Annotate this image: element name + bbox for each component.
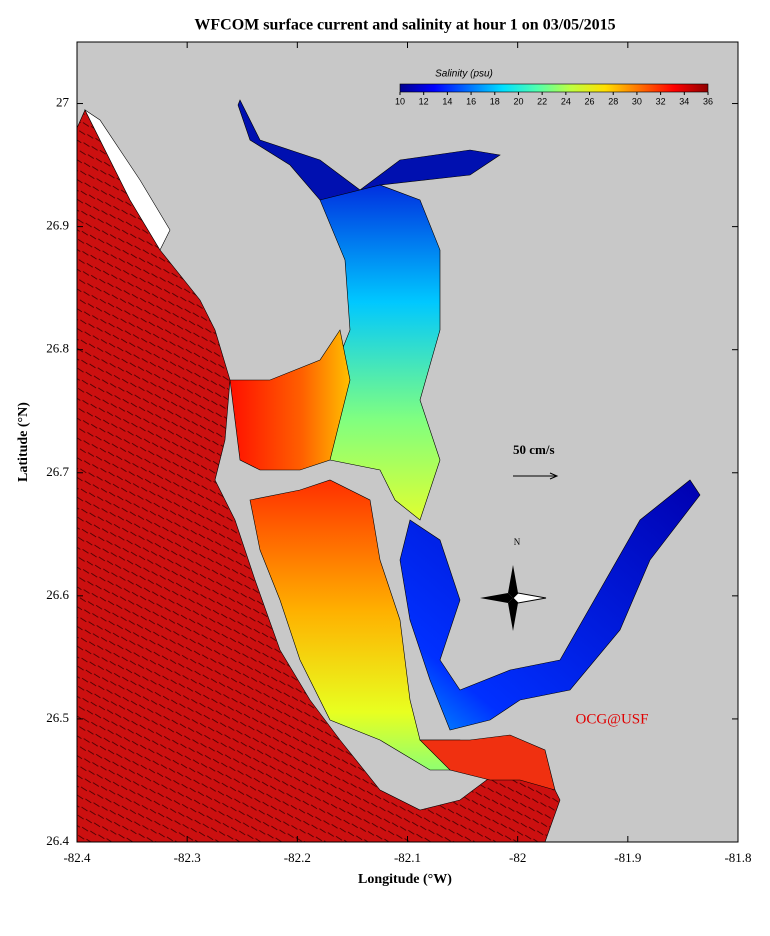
x-tick-label: -82.3 [174,850,201,865]
peace-river [237,99,501,201]
y-axis-label: Latitude (°N) [16,402,31,482]
scale-arrowhead [549,472,559,480]
colorbar-tick-label: 16 [466,96,476,106]
colorbar-title: Salinity (psu) [435,69,493,80]
colorbar-tick-label: 28 [608,96,618,106]
colorbar-tick-label: 32 [656,96,666,106]
y-tick-label: 26.7 [46,464,69,479]
barrier-island [84,109,171,251]
colorbar-tick-label: 26 [585,96,595,106]
colorbar-tick-label: 20 [513,96,523,106]
colorbar-tick-label: 30 [632,96,642,106]
colorbar-tick-label: 14 [442,96,452,106]
y-tick-label: 27 [56,95,70,110]
colorbar-tick-label: 36 [703,96,713,106]
south-estuary [419,734,556,791]
north-label: N [514,537,521,547]
y-tick-label: 26.9 [46,218,69,233]
y-tick-label: 26.4 [46,833,69,848]
x-axis-label: Longitude (°W) [358,872,452,887]
x-tick-label: -82.1 [394,850,421,865]
x-tick-label: -82.4 [63,850,91,865]
caloosahatchee-river [399,479,701,731]
colorbar-tick-label: 18 [490,96,500,106]
compass [480,565,547,631]
credit: OCG@USF [575,711,648,727]
colorbar-tick-label: 12 [419,96,429,106]
y-tick-label: 26.8 [46,341,69,356]
west-harbor [229,329,351,471]
y-tick-label: 26.6 [46,587,69,602]
colorbar-tick-label: 24 [561,96,571,106]
map-area [77,42,738,842]
current-vectors [77,110,560,842]
x-tick-label: -82.2 [284,850,311,865]
y-tick-label: 26.5 [46,710,69,725]
x-tick-label: -81.8 [724,850,751,865]
scale-label: 50 cm/s [513,442,555,457]
x-tick-label: -81.9 [614,850,641,865]
colorbar-tick-label: 22 [537,96,547,106]
colorbar-tick-label: 34 [679,96,689,106]
colorbar-tick-label: 10 [395,96,405,106]
colorbar: 10 12 14 16 18 20 22 24 26 28 30 32 34 36 [395,83,713,106]
x-tick-label: -82 [509,850,526,865]
colorbar-rect [399,83,709,93]
map-title: WFCOM surface current and salinity at ho… [194,17,615,34]
